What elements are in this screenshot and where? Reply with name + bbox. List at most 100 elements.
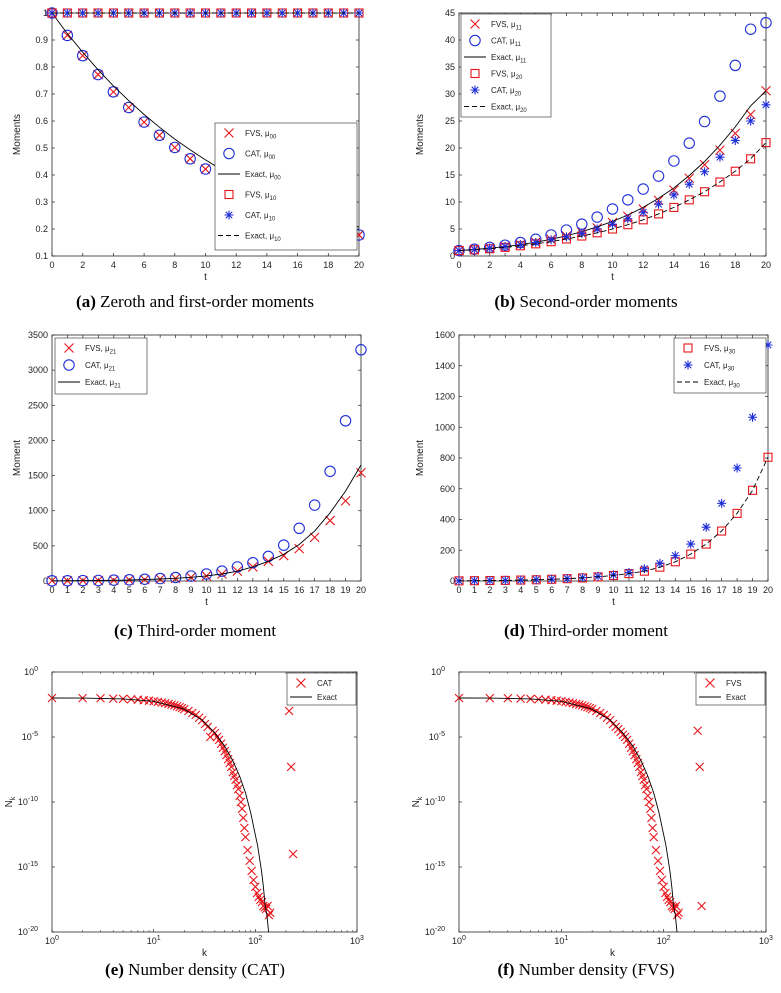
y-tick-label: 1400 [435, 361, 455, 371]
y-tick-label: 10 [445, 197, 455, 207]
legend-sub: 20 [520, 108, 527, 114]
point-asterisk [624, 568, 634, 578]
x-tick-label: 8 [173, 585, 178, 595]
x-tick-label: 16 [293, 260, 303, 270]
point-circle [308, 499, 321, 511]
point-circle [199, 163, 212, 175]
y-tick-label: 45 [445, 8, 455, 18]
x-tick-label: 20 [763, 585, 773, 595]
x-tick-label: 16 [700, 260, 710, 270]
point-asterisk [700, 167, 710, 177]
y-tick-label: 1500 [28, 471, 48, 481]
point-circle [107, 86, 120, 98]
y-tick-label: 0.2 [35, 224, 48, 234]
caption-letter: (a) [76, 292, 96, 311]
point-circle [714, 90, 726, 102]
point-circle [355, 344, 367, 356]
point-square [470, 68, 480, 79]
x-tick-exponent: 2 [667, 935, 671, 942]
point-asterisk [639, 564, 649, 574]
point-x [239, 823, 249, 833]
y-tick-label: 800 [440, 453, 455, 463]
y-axis-label-sub: k [417, 796, 424, 800]
legend-sub: 00 [269, 155, 276, 161]
point-circle [169, 571, 182, 584]
y-axis-label: Moments [12, 114, 23, 155]
point-x [585, 703, 595, 713]
point-x [655, 866, 665, 876]
x-tick-label: 14 [262, 260, 272, 270]
legend-label: FVS, μ10 [245, 191, 277, 203]
y-axis-label: Moment [12, 440, 23, 476]
x-axis: 0 1 2 3 4 5 6 7 8 9 10 11 12 13 14 15 16 17 18 19 20 [456, 335, 773, 595]
point-asterisk [262, 8, 272, 18]
point-circle [231, 561, 244, 573]
x-tick-label: 4 [518, 585, 523, 595]
y-tick-label: 15 [445, 170, 455, 180]
caption-letter: (d) [504, 621, 525, 640]
legend-sub: 10 [269, 217, 276, 223]
x-tick-label: 15 [279, 585, 289, 595]
point-circle [622, 194, 634, 206]
legend-sub: 21 [114, 384, 121, 390]
x-tick-label: 16 [701, 585, 711, 595]
legend-sub: 30 [728, 367, 735, 373]
x-tick-label: 10 [201, 585, 211, 595]
chart-b: 0 2 4 6 8 10 12 14 16 18 20 0 5 10 15 20 25 30 35 40 45 t Mome… [415, 8, 772, 283]
legend-label: Exact, μ00 [245, 170, 281, 182]
x-tick-label: 10 [608, 585, 618, 595]
point-x [470, 19, 480, 29]
y-axis: 10-20 10-15 10-10 10-5 100 [18, 666, 357, 937]
x-tick-exponent: 3 [769, 935, 773, 942]
point-circle [637, 183, 649, 195]
legend-label: CAT, μ10 [245, 211, 276, 223]
point-x [644, 797, 654, 807]
point-circle [185, 570, 197, 582]
point-x [639, 775, 649, 785]
legend-sub: 30 [733, 384, 740, 390]
x-tick-label: 2 [487, 260, 492, 270]
point-x [674, 908, 684, 918]
x-tick-label: 3 [503, 585, 508, 595]
legend-sub: 21 [110, 350, 117, 356]
point-x [580, 701, 590, 711]
point-square [763, 452, 773, 462]
x-tick-label: 0 [456, 585, 461, 595]
x-tick-label: 15 [686, 585, 696, 595]
point-asterisk [686, 539, 696, 549]
chart-e: 100 101 102 10310-2010-1510-1010-5100kNkCAT… [4, 666, 364, 959]
x-axis: 100 101 102 103 [45, 672, 364, 946]
point-x [653, 856, 663, 866]
x-tick-label: 103 [350, 935, 364, 946]
point-x [175, 702, 185, 712]
point-x [574, 700, 584, 710]
point-asterisk [730, 135, 740, 145]
point-asterisk [748, 412, 758, 422]
point-x [325, 515, 335, 526]
y-tick-label: 0.4 [35, 170, 48, 180]
x-tick-label: 0 [456, 260, 461, 270]
caption-b: (b) Second-order moments [391, 292, 781, 312]
legend-sub: 20 [515, 92, 522, 98]
y-tick-label: 1200 [435, 392, 455, 402]
legend-label: CAT, μ11 [491, 37, 521, 49]
point-x [123, 102, 134, 113]
point-asterisk [531, 575, 541, 585]
point-x [203, 722, 213, 732]
y-axis: 0 500 1000 1500 2000 2500 3000 3500 [28, 330, 361, 586]
y-tick-label: 1 [43, 8, 48, 18]
legend-sub: 11 [516, 26, 523, 32]
x-tick-label: 11 [217, 585, 226, 595]
point-x [651, 845, 661, 855]
legend-sub: 30 [729, 350, 736, 356]
y-tick-label: 2500 [28, 400, 48, 410]
point-x [231, 775, 241, 785]
x-tick-label: 103 [759, 935, 773, 946]
point-x [64, 343, 74, 353]
legend-label: CAT [317, 679, 333, 688]
x-tick-label: 7 [565, 585, 570, 595]
x-tick-label: 19 [748, 585, 758, 595]
point-circle [46, 7, 58, 19]
legend-label: CAT, μ00 [245, 150, 276, 162]
point-x [139, 117, 149, 127]
